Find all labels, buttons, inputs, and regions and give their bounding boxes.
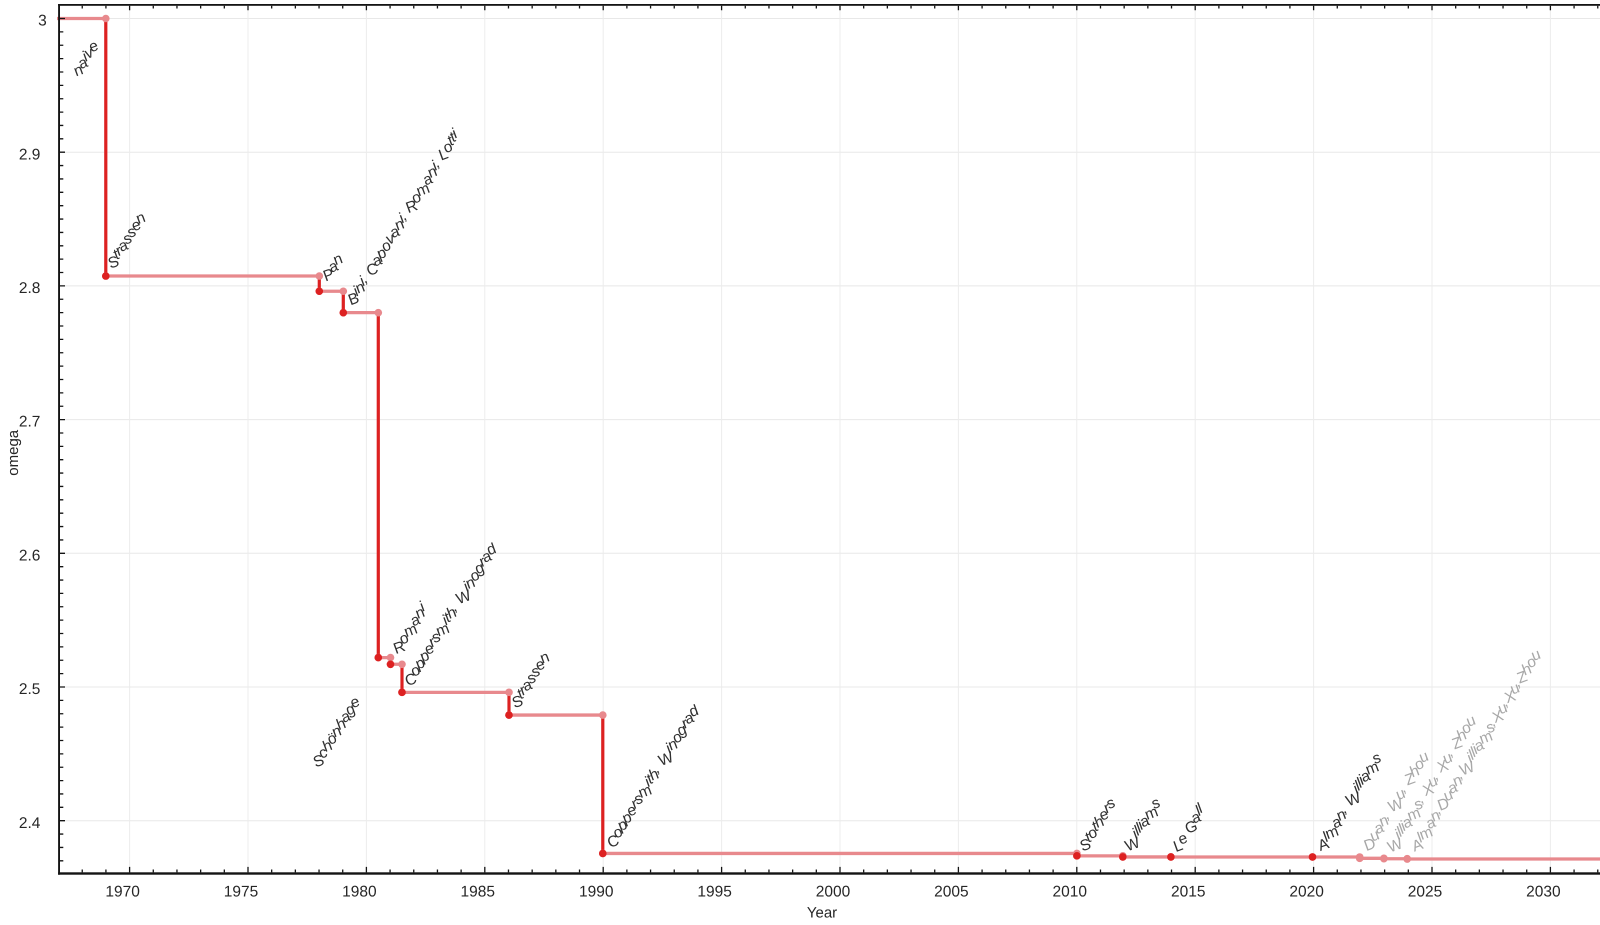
svg-text:1975: 1975: [224, 883, 258, 900]
svg-text:2.7: 2.7: [19, 414, 41, 431]
svg-text:1980: 1980: [342, 883, 377, 900]
svg-text:1995: 1995: [697, 883, 731, 900]
svg-text:3: 3: [38, 13, 47, 30]
svg-text:2.4: 2.4: [19, 815, 41, 832]
svg-text:Year: Year: [807, 904, 837, 920]
svg-text:2000: 2000: [816, 883, 851, 900]
svg-text:2020: 2020: [1289, 883, 1324, 900]
svg-text:2.5: 2.5: [19, 681, 41, 698]
svg-text:2.9: 2.9: [19, 146, 41, 163]
svg-text:omega: omega: [5, 429, 22, 476]
svg-text:2005: 2005: [934, 883, 968, 900]
svg-text:2025: 2025: [1408, 883, 1442, 900]
svg-text:1985: 1985: [461, 883, 495, 900]
svg-text:2030: 2030: [1526, 883, 1561, 900]
svg-text:2.8: 2.8: [19, 280, 41, 297]
svg-text:2015: 2015: [1171, 883, 1205, 900]
svg-text:1970: 1970: [105, 883, 140, 900]
svg-text:2.6: 2.6: [19, 547, 41, 564]
svg-text:2010: 2010: [1053, 883, 1088, 900]
svg-text:1990: 1990: [579, 883, 614, 900]
